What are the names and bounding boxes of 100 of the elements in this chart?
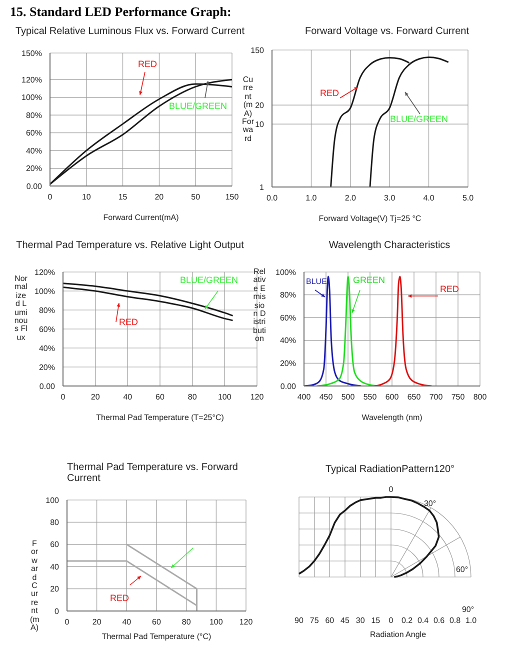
y-tick-label: 80% [280,290,296,300]
x-tick-label: 40 [122,618,132,627]
text: 15. Standard LED Performance Graph: [10,4,232,20]
y-tick-label: 40% [280,336,296,346]
y-tick-label: 20% [26,164,42,174]
x-tick-label: 90 [294,616,304,625]
series-label: GREEN [353,275,386,285]
y-tick-label: 60% [26,128,42,138]
x-tick-label: 80 [188,392,198,402]
text: 0.4 [417,616,430,625]
y-axis-title: Normalized Luminous Flux [14,274,28,342]
y-tick-label: 20% [38,362,55,372]
y-tick-label: 100% [34,286,55,296]
x-tick-label: 500 [341,392,356,402]
y-tick-label: 120% [34,268,55,277]
x-tick-label: 20 [92,618,102,627]
y-tick-label: 20 [50,584,60,594]
x-tick-label: 800 [473,392,488,402]
text: 0.6 [433,616,446,625]
y-tick-label: 120% [22,75,42,84]
x-tick-label: 400 [297,392,312,402]
y-tick-label: 150% [22,48,42,58]
x-tick-label: 0.0 [266,194,278,203]
text: RED [138,59,158,69]
x-tick-label: 3.0 [384,194,396,203]
x-tick-label: 75 [310,616,320,625]
chart-title: Wavelength Characteristics [328,240,452,251]
y-tick-label: 40% [26,146,42,156]
x-tick-label: 10 [82,192,92,202]
text: RED [119,317,138,327]
series-label: BLUE/GREEN [169,101,228,111]
y-tick-label: 80% [38,306,55,315]
x-tick-label: 80 [182,618,192,627]
y-tick-label: 0.00 [26,182,43,191]
series-label: BLUE/GREEN [180,275,238,285]
chart-title: Thermal Pad Temperature vs. Forward Current [67,462,239,484]
x-tick-label: 15 [118,192,128,202]
x-tick-label: 120 [239,618,254,627]
x-tick-label: 450 [319,392,334,402]
text: RED [110,593,130,603]
y-tick-label: 150 [250,46,265,55]
text: RED [440,284,460,294]
x-axis-title: Forward Voltage(V) Tj=25 °C [318,214,422,223]
x-tick-label: 600 [385,392,400,402]
y-tick-label: 20% [280,359,296,368]
text: Forward Current (mA) [30,539,40,632]
x-tick-label: 650 [407,392,422,402]
x-axis-title: Thermal Pad Temperature (T=25°C) [96,413,224,422]
chart-title: Typical RadiationPattern120° [324,464,456,475]
y-tick-label: 60% [38,324,55,334]
text: 90° [462,605,474,614]
text: 0.8 [449,616,462,625]
series-label: BLUE [306,277,327,286]
x-tick-label: 2.0 [344,194,357,203]
series-label: BLUE/GREEN [390,114,448,124]
y-axis-title: Current(mA) Forward [242,75,254,144]
x-tick-label: 1.0 [306,194,318,203]
y-tick-label: 0 [54,606,60,616]
x-axis-title: Forward Current(mA) [103,213,180,222]
x-tick-label: 0 [388,616,394,625]
x-tick-label: 60 [325,616,335,625]
x-tick-label: 120 [250,392,264,402]
y-tick-label: 100% [22,93,42,102]
text: 30° [424,499,436,508]
chart-title: Forward Voltage vs. Forward Current [304,26,470,37]
x-tick-label: 50 [191,192,201,202]
x-axis-title: Thermal Pad Temperature (°C) [102,632,212,641]
x-tick-label: 20 [154,192,164,202]
x-axis-title: Radiation Angle [370,630,427,639]
text: 0 [388,485,394,494]
x-tick-label: 0 [64,618,70,627]
y-tick-label: 100 [46,496,60,505]
y-tick-label: 60 [50,540,60,550]
y-tick-label: 40% [38,344,55,353]
y-tick-label: 60% [280,313,296,322]
y-tick-label: 80% [26,110,42,120]
chart-title: Thermal Pad Temperature vs. Relative Light Output [15,240,245,251]
y-tick-label: 0.00 [280,382,297,391]
x-tick-label: 20 [90,392,100,402]
y-tick-label: 1 [260,182,265,192]
x-tick-label: 700 [429,392,444,402]
x-tick-label: 550 [363,392,378,402]
x-tick-label: 4.0 [423,194,435,203]
y-tick-label: 40 [50,562,60,572]
x-tick-label: 45 [340,616,350,625]
x-tick-label: 100 [218,392,232,402]
x-tick-label: 750 [451,392,466,402]
x-tick-label: 60 [156,392,165,402]
y-tick-label: 20 [255,100,265,110]
text: Relative Emission Distribution [253,267,266,344]
x-tick-label: 100 [209,618,224,627]
series-label: RED [320,88,340,98]
x-tick-label: 60 [152,618,162,627]
text: 0.2 [401,616,414,625]
y-tick-label: 100% [276,268,296,277]
y-tick-label: 80 [50,518,60,528]
y-tick-label: 10 [255,120,265,129]
y-tick-label: 0.00 [39,382,56,391]
text: 60° [456,565,468,574]
x-axis-title: Wavelength (nm) [362,413,423,422]
